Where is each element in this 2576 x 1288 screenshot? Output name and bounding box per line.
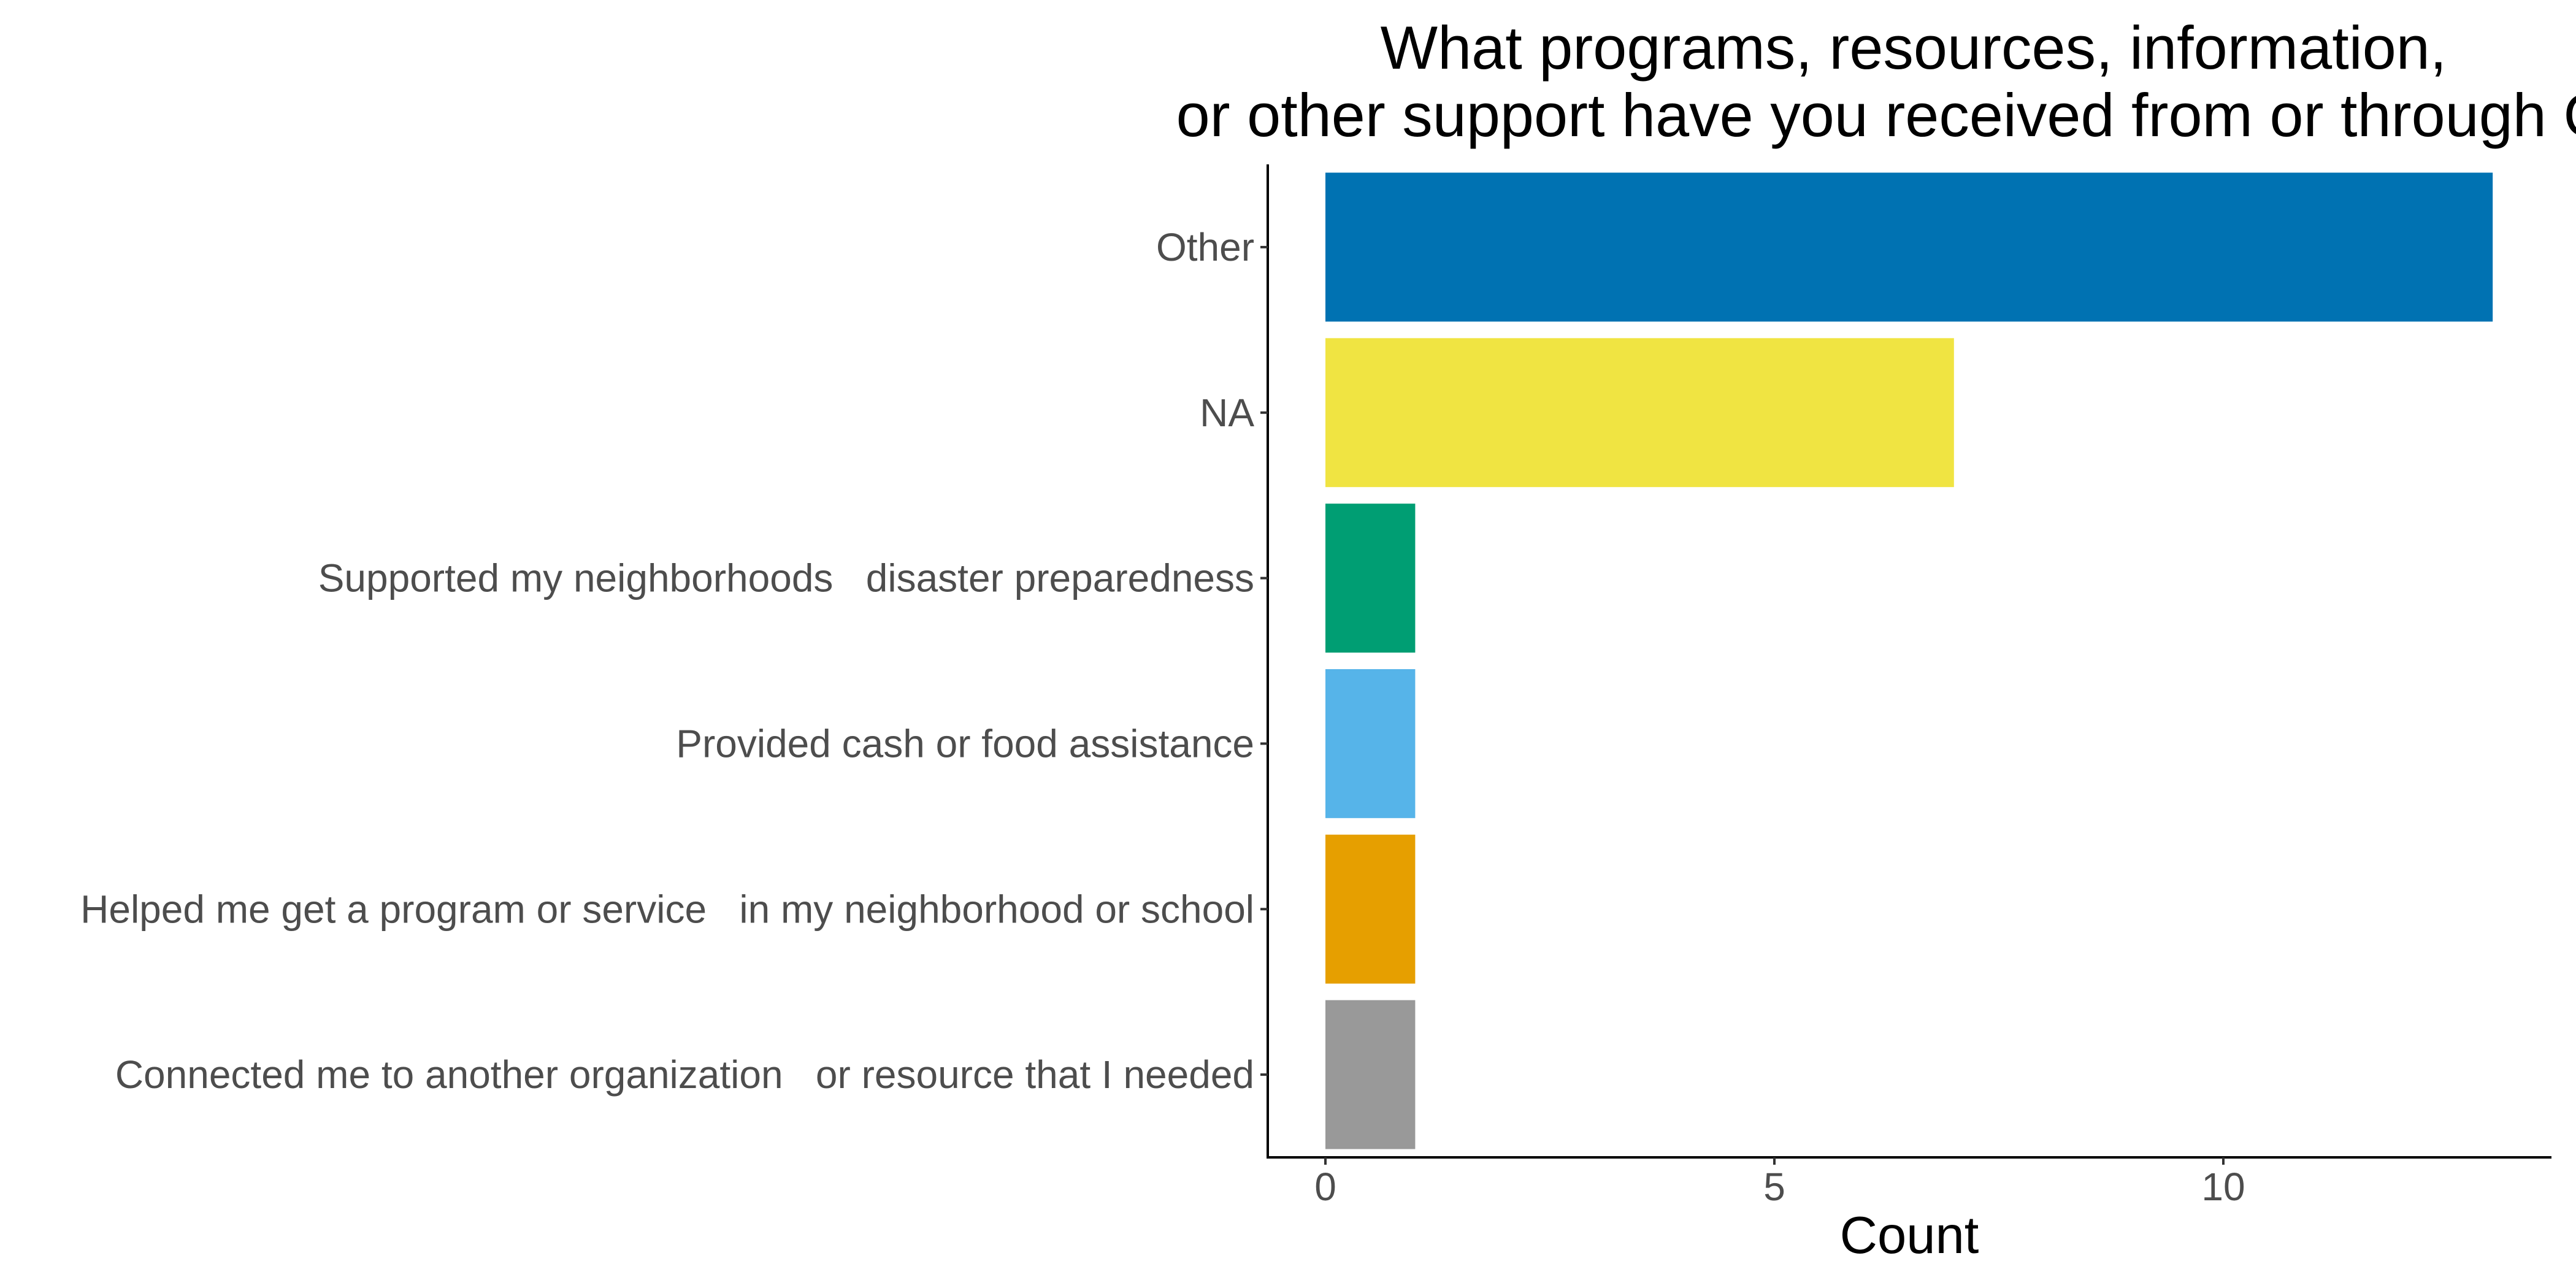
bar-4 — [1325, 669, 1416, 818]
bars-group — [1325, 172, 2493, 1149]
chart-title-line-1: What programs, resources, information, — [1381, 13, 2447, 82]
category-label-2: NA — [1200, 391, 1254, 435]
chart-title: What programs, resources, information,or… — [1176, 13, 2576, 149]
y-axis: Other NA Supported my neighborhoods disast… — [80, 164, 1269, 1159]
bar-1 — [1325, 172, 2493, 322]
category-label-3: Supported my neighborhoods disaster prep… — [318, 556, 1254, 600]
x-tick-label-3: 10 — [2201, 1165, 2245, 1209]
category-label-5: Helped me get a program or service in my… — [80, 887, 1254, 931]
x-tick-label-1: 0 — [1314, 1165, 1336, 1209]
x-axis-title: Count — [1840, 1206, 1979, 1265]
chart-title-line-2: or other support have you received from … — [1176, 81, 2576, 149]
bar-6 — [1325, 1000, 1416, 1149]
x-axis: 0 5 10 — [1267, 1156, 2551, 1209]
bar-5 — [1325, 834, 1416, 984]
category-label-1: Other — [1156, 225, 1254, 269]
category-label-4: Provided cash or food assistance — [676, 721, 1254, 765]
bar-2 — [1325, 338, 1954, 488]
category-label-6: Connected me to another organization or … — [115, 1052, 1254, 1097]
x-tick-label-2: 5 — [1763, 1165, 1785, 1209]
bar-3 — [1325, 504, 1416, 653]
